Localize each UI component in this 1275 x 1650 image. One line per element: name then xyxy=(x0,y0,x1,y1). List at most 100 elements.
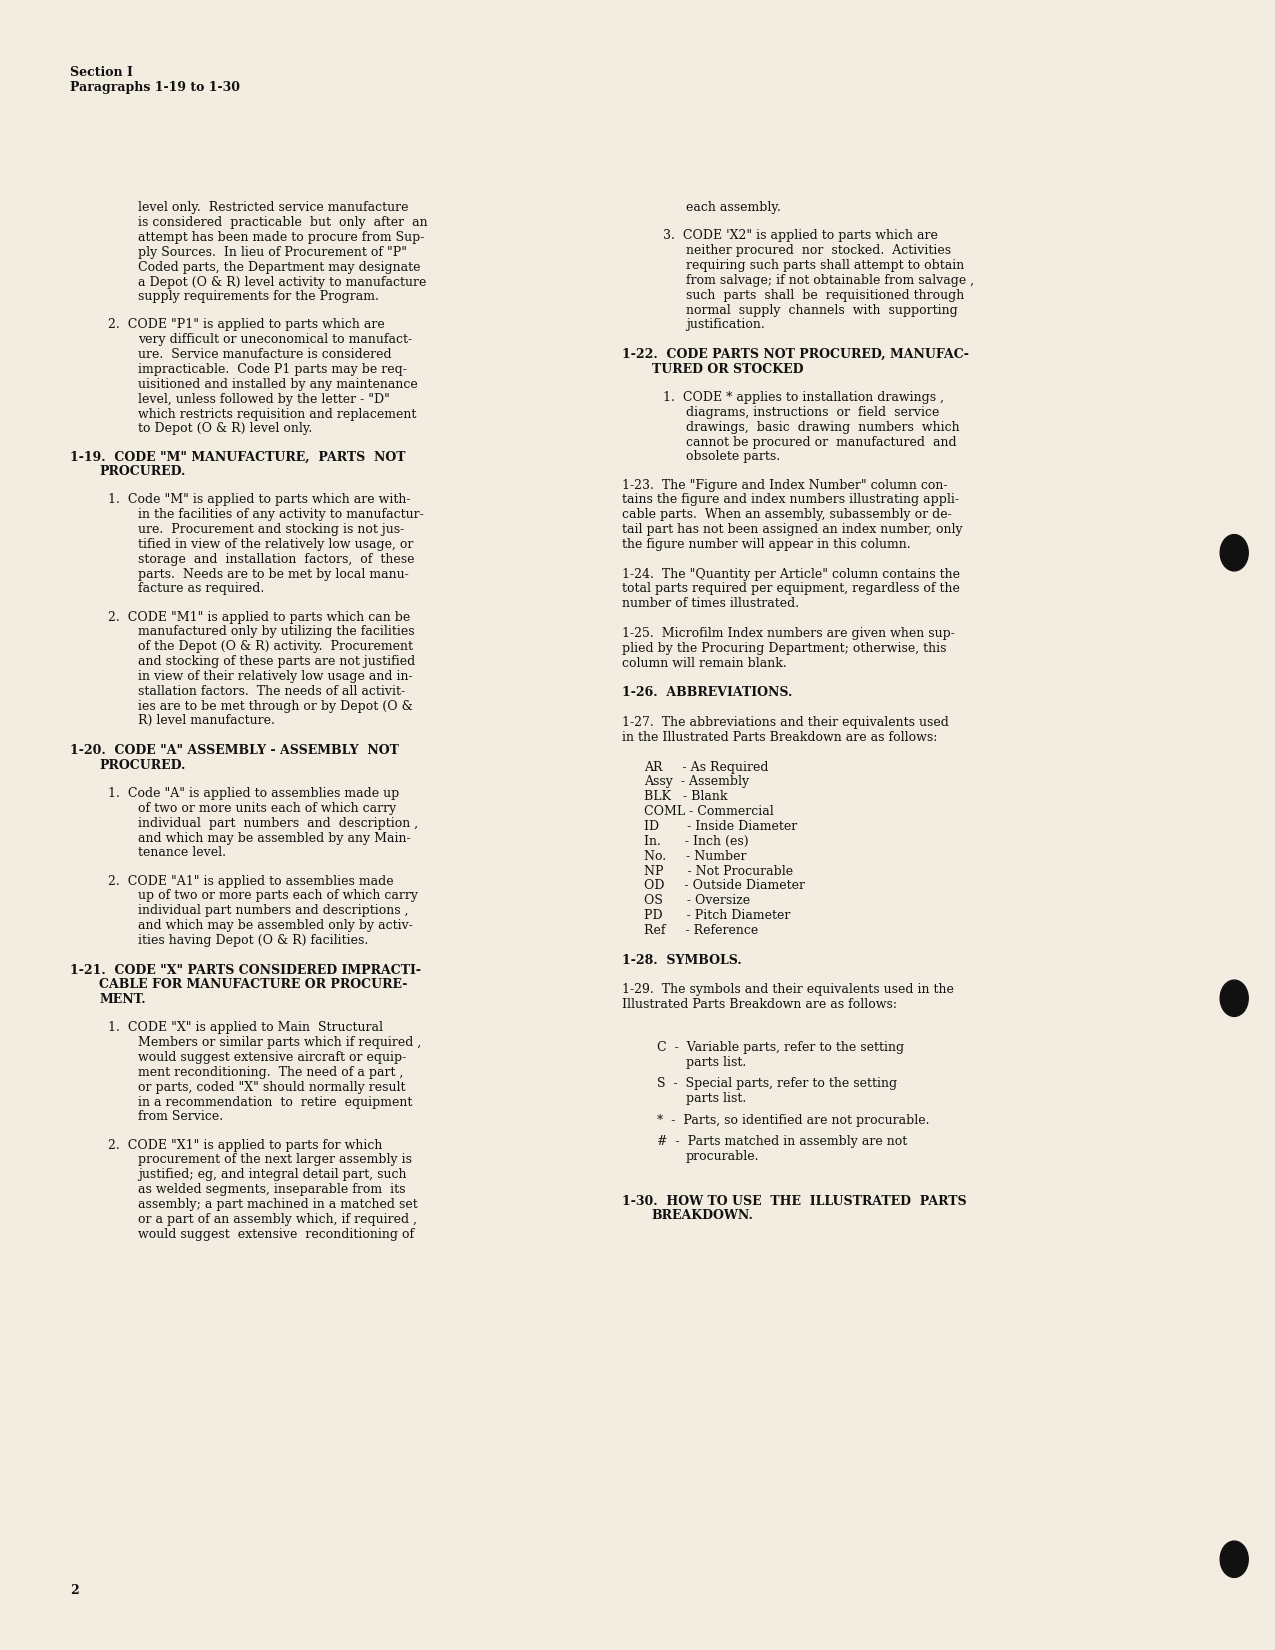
Circle shape xyxy=(1220,535,1248,571)
Text: CABLE FOR MANUFACTURE OR PROCURE-: CABLE FOR MANUFACTURE OR PROCURE- xyxy=(99,978,408,992)
Text: neither procured  nor  stocked.  Activities: neither procured nor stocked. Activities xyxy=(686,244,951,257)
Text: parts list.: parts list. xyxy=(686,1056,746,1069)
Text: from Service.: from Service. xyxy=(138,1110,223,1124)
Text: Illustrated Parts Breakdown are as follows:: Illustrated Parts Breakdown are as follo… xyxy=(622,998,898,1011)
Circle shape xyxy=(1220,1541,1248,1577)
Text: procurement of the next larger assembly is: procurement of the next larger assembly … xyxy=(138,1153,412,1167)
Text: procurable.: procurable. xyxy=(686,1150,760,1163)
Text: tail part has not been assigned an index number, only: tail part has not been assigned an index… xyxy=(622,523,963,536)
Text: C  -  Variable parts, refer to the setting: C - Variable parts, refer to the setting xyxy=(657,1041,904,1054)
Text: requiring such parts shall attempt to obtain: requiring such parts shall attempt to ob… xyxy=(686,259,964,272)
Text: 1-24.  The "Quantity per Article" column contains the: 1-24. The "Quantity per Article" column … xyxy=(622,568,960,581)
Text: Section I: Section I xyxy=(70,66,133,79)
Text: impracticable.  Code P1 parts may be req-: impracticable. Code P1 parts may be req- xyxy=(138,363,407,376)
Text: to Depot (O & R) level only.: to Depot (O & R) level only. xyxy=(138,422,312,436)
Text: 2.  CODE "X1" is applied to parts for which: 2. CODE "X1" is applied to parts for whi… xyxy=(108,1138,382,1152)
Text: PROCURED.: PROCURED. xyxy=(99,759,186,772)
Text: 1-19.  CODE "M" MANUFACTURE,  PARTS  NOT: 1-19. CODE "M" MANUFACTURE, PARTS NOT xyxy=(70,450,405,464)
Text: supply requirements for the Program.: supply requirements for the Program. xyxy=(138,290,379,304)
Text: 2.  CODE "P1" is applied to parts which are: 2. CODE "P1" is applied to parts which a… xyxy=(108,318,385,332)
Text: #  -  Parts matched in assembly are not: # - Parts matched in assembly are not xyxy=(657,1135,907,1148)
Text: tified in view of the relatively low usage, or: tified in view of the relatively low usa… xyxy=(138,538,413,551)
Text: as welded segments, inseparable from  its: as welded segments, inseparable from its xyxy=(138,1183,405,1196)
Text: 1-27.  The abbreviations and their equivalents used: 1-27. The abbreviations and their equiva… xyxy=(622,716,949,729)
Text: a Depot (O & R) level activity to manufacture: a Depot (O & R) level activity to manufa… xyxy=(138,276,426,289)
Text: Members or similar parts which if required ,: Members or similar parts which if requir… xyxy=(138,1036,421,1049)
Text: of two or more units each of which carry: of two or more units each of which carry xyxy=(138,802,397,815)
Text: drawings,  basic  drawing  numbers  which: drawings, basic drawing numbers which xyxy=(686,421,960,434)
Text: storage  and  installation  factors,  of  these: storage and installation factors, of the… xyxy=(138,553,414,566)
Text: ply Sources.  In lieu of Procurement of "P": ply Sources. In lieu of Procurement of "… xyxy=(138,246,407,259)
Text: 1.  CODE "X" is applied to Main  Structural: 1. CODE "X" is applied to Main Structura… xyxy=(108,1021,384,1035)
Text: 1-25.  Microfilm Index numbers are given when sup-: 1-25. Microfilm Index numbers are given … xyxy=(622,627,955,640)
Text: in view of their relatively low usage and in-: in view of their relatively low usage an… xyxy=(138,670,412,683)
Text: S  -  Special parts, refer to the setting: S - Special parts, refer to the setting xyxy=(657,1077,896,1091)
Text: such  parts  shall  be  requisitioned through: such parts shall be requisitioned throug… xyxy=(686,289,964,302)
Text: MENT.: MENT. xyxy=(99,993,147,1006)
Text: from salvage; if not obtainable from salvage ,: from salvage; if not obtainable from sal… xyxy=(686,274,974,287)
Text: or parts, coded "X" should normally result: or parts, coded "X" should normally resu… xyxy=(138,1081,405,1094)
Text: manufactured only by utilizing the facilities: manufactured only by utilizing the facil… xyxy=(138,625,414,639)
Text: would suggest extensive aircraft or equip-: would suggest extensive aircraft or equi… xyxy=(138,1051,405,1064)
Text: tains the figure and index numbers illustrating appli-: tains the figure and index numbers illus… xyxy=(622,493,959,507)
Text: and which may be assembled by any Main-: and which may be assembled by any Main- xyxy=(138,832,411,845)
Text: and which may be assembled only by activ-: and which may be assembled only by activ… xyxy=(138,919,413,932)
Text: PD      - Pitch Diameter: PD - Pitch Diameter xyxy=(644,909,790,922)
Text: NP      - Not Procurable: NP - Not Procurable xyxy=(644,865,793,878)
Text: number of times illustrated.: number of times illustrated. xyxy=(622,597,799,610)
Text: in the facilities of any activity to manufactur-: in the facilities of any activity to man… xyxy=(138,508,423,521)
Text: column will remain blank.: column will remain blank. xyxy=(622,657,787,670)
Text: uisitioned and installed by any maintenance: uisitioned and installed by any maintena… xyxy=(138,378,417,391)
Text: OS      - Oversize: OS - Oversize xyxy=(644,894,750,908)
Text: would suggest  extensive  reconditioning of: would suggest extensive reconditioning o… xyxy=(138,1228,414,1241)
Text: tenance level.: tenance level. xyxy=(138,846,226,860)
Text: facture as required.: facture as required. xyxy=(138,582,264,596)
Text: 1-22.  CODE PARTS NOT PROCURED, MANUFAC-: 1-22. CODE PARTS NOT PROCURED, MANUFAC- xyxy=(622,348,969,361)
Text: Ref     - Reference: Ref - Reference xyxy=(644,924,759,937)
Text: 3.  CODE 'X2" is applied to parts which are: 3. CODE 'X2" is applied to parts which a… xyxy=(663,229,938,243)
Text: 2: 2 xyxy=(70,1584,79,1597)
Text: 1-23.  The "Figure and Index Number" column con-: 1-23. The "Figure and Index Number" colu… xyxy=(622,478,947,492)
Text: ure.  Service manufacture is considered: ure. Service manufacture is considered xyxy=(138,348,391,361)
Text: attempt has been made to procure from Sup-: attempt has been made to procure from Su… xyxy=(138,231,425,244)
Text: very difficult or uneconomical to manufact-: very difficult or uneconomical to manufa… xyxy=(138,333,412,346)
Text: diagrams, instructions  or  field  service: diagrams, instructions or field service xyxy=(686,406,940,419)
Text: 1.  Code "M" is applied to parts which are with-: 1. Code "M" is applied to parts which ar… xyxy=(108,493,411,507)
Text: assembly; a part machined in a matched set: assembly; a part machined in a matched s… xyxy=(138,1198,417,1211)
Text: parts list.: parts list. xyxy=(686,1092,746,1106)
Text: No.     - Number: No. - Number xyxy=(644,850,746,863)
Text: *  -  Parts, so identified are not procurable.: * - Parts, so identified are not procura… xyxy=(657,1114,929,1127)
Text: the figure number will appear in this column.: the figure number will appear in this co… xyxy=(622,538,910,551)
Text: 1-21.  CODE "X" PARTS CONSIDERED IMPRACTI-: 1-21. CODE "X" PARTS CONSIDERED IMPRACTI… xyxy=(70,964,421,977)
Text: normal  supply  channels  with  supporting: normal supply channels with supporting xyxy=(686,304,958,317)
Text: ities having Depot (O & R) facilities.: ities having Depot (O & R) facilities. xyxy=(138,934,368,947)
Text: each assembly.: each assembly. xyxy=(686,201,780,214)
Text: 2.  CODE "M1" is applied to parts which can be: 2. CODE "M1" is applied to parts which c… xyxy=(108,610,411,624)
Text: which restricts requisition and replacement: which restricts requisition and replacem… xyxy=(138,408,416,421)
Text: stallation factors.  The needs of all activit-: stallation factors. The needs of all act… xyxy=(138,685,405,698)
Text: up of two or more parts each of which carry: up of two or more parts each of which ca… xyxy=(138,889,418,903)
Text: individual  part  numbers  and  description ,: individual part numbers and description … xyxy=(138,817,418,830)
Text: AR     - As Required: AR - As Required xyxy=(644,761,769,774)
Text: level, unless followed by the letter - "D": level, unless followed by the letter - "… xyxy=(138,393,390,406)
Text: 1-20.  CODE "A" ASSEMBLY - ASSEMBLY  NOT: 1-20. CODE "A" ASSEMBLY - ASSEMBLY NOT xyxy=(70,744,399,757)
Text: 1-26.  ABBREVIATIONS.: 1-26. ABBREVIATIONS. xyxy=(622,686,793,700)
Text: in the Illustrated Parts Breakdown are as follows:: in the Illustrated Parts Breakdown are a… xyxy=(622,731,937,744)
Text: in a recommendation  to  retire  equipment: in a recommendation to retire equipment xyxy=(138,1096,412,1109)
Text: and stocking of these parts are not justified: and stocking of these parts are not just… xyxy=(138,655,414,668)
Text: Assy  - Assembly: Assy - Assembly xyxy=(644,776,748,789)
Text: 1.  CODE * applies to installation drawings ,: 1. CODE * applies to installation drawin… xyxy=(663,391,944,404)
Text: 1.  Code "A" is applied to assemblies made up: 1. Code "A" is applied to assemblies mad… xyxy=(108,787,399,800)
Text: 1-30.  HOW TO USE  THE  ILLUSTRATED  PARTS: 1-30. HOW TO USE THE ILLUSTRATED PARTS xyxy=(622,1195,966,1208)
Text: 1-28.  SYMBOLS.: 1-28. SYMBOLS. xyxy=(622,954,742,967)
Text: OD     - Outside Diameter: OD - Outside Diameter xyxy=(644,879,805,893)
Text: ment reconditioning.  The need of a part ,: ment reconditioning. The need of a part … xyxy=(138,1066,403,1079)
Text: COML - Commercial: COML - Commercial xyxy=(644,805,774,818)
Circle shape xyxy=(1220,980,1248,1016)
Text: TURED OR STOCKED: TURED OR STOCKED xyxy=(652,363,803,376)
Text: cable parts.  When an assembly, subassembly or de-: cable parts. When an assembly, subassemb… xyxy=(622,508,952,521)
Text: justification.: justification. xyxy=(686,318,765,332)
Text: parts.  Needs are to be met by local manu-: parts. Needs are to be met by local manu… xyxy=(138,568,408,581)
Text: BLK   - Blank: BLK - Blank xyxy=(644,790,727,804)
Text: individual part numbers and descriptions ,: individual part numbers and descriptions… xyxy=(138,904,408,917)
